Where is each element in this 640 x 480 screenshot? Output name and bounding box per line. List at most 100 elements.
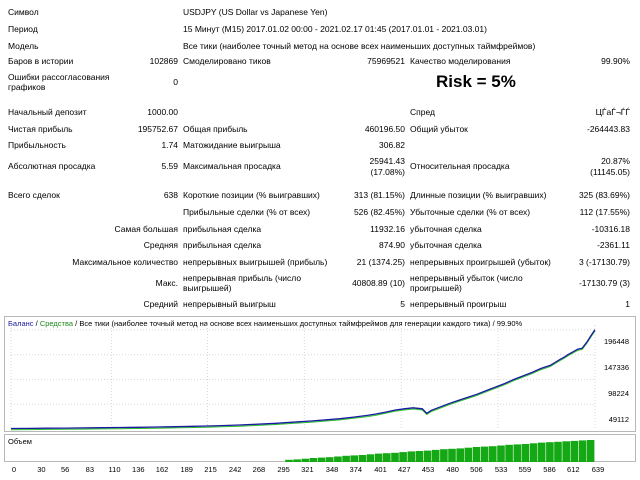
ticks-value: 75969521 bbox=[367, 56, 405, 66]
max-count-losses-value: 3 (-17130.79) bbox=[578, 257, 630, 267]
average-loss-label: убыточная сделка bbox=[410, 240, 482, 250]
x-tick-label: 162 bbox=[155, 465, 169, 474]
volume-bar bbox=[521, 444, 530, 462]
rel-dd-value: 20.87% bbox=[601, 156, 630, 166]
legend-equity: Средства bbox=[39, 319, 74, 328]
volume-bar bbox=[309, 458, 318, 462]
quality-label: Качество моделирования bbox=[410, 56, 511, 66]
average-loss-value: -2361.11 bbox=[597, 240, 630, 250]
volume-bar bbox=[472, 447, 481, 462]
gross-loss-value: -264443.83 bbox=[586, 124, 630, 134]
volume-bar bbox=[399, 452, 407, 462]
abs-dd-label: Абсолютная просадка bbox=[8, 161, 96, 171]
y-tick-label: 196448 bbox=[603, 337, 629, 346]
volume-bar bbox=[578, 440, 587, 462]
errors-label: Ошибки рассогласования графиков bbox=[8, 72, 110, 92]
profit-trades-value: 526 (82.45%) bbox=[353, 207, 405, 217]
period-label: Период bbox=[8, 24, 38, 34]
abs-dd-value: 5.59 bbox=[161, 161, 178, 171]
avg-consec-label: Средний bbox=[143, 299, 178, 309]
model-label: Модель bbox=[8, 41, 39, 51]
volume-bar bbox=[415, 451, 424, 462]
volume-panel: Объем bbox=[4, 434, 636, 462]
profit-factor-label: Прибыльность bbox=[8, 140, 66, 150]
symbol-value: USDJPY (US Dollar vs Japanese Yen) bbox=[183, 7, 328, 17]
x-tick-label: 559 bbox=[518, 465, 532, 474]
max-count-wins-value: 21 (1374.25) bbox=[356, 257, 405, 267]
bars-value: 102869 bbox=[149, 56, 178, 66]
max-dd-percent: (17.08%) bbox=[370, 167, 406, 177]
rel-dd-amount: (11145.05) bbox=[590, 167, 630, 177]
x-tick-label: 612 bbox=[567, 465, 580, 474]
volume-bar bbox=[448, 448, 456, 462]
volume-bar bbox=[480, 446, 489, 462]
volume-bar bbox=[431, 449, 440, 462]
chart-plot bbox=[10, 325, 596, 431]
average-profit-value: 874.90 bbox=[379, 240, 405, 250]
volume-bar bbox=[366, 454, 375, 462]
average-label: Средняя bbox=[143, 240, 178, 250]
volume-bar bbox=[586, 440, 595, 462]
short-pos-value: 313 (81.15%) bbox=[353, 190, 405, 200]
spread-label: Спред bbox=[410, 107, 435, 117]
volume-bar bbox=[513, 444, 522, 462]
largest-loss-label: убыточная сделка bbox=[410, 224, 482, 234]
profit-trades-label: Прибыльные сделки (% от всех) bbox=[183, 207, 311, 217]
max-count-wins-label: непрерывных выигрышей (прибыль) bbox=[183, 257, 328, 267]
ticks-label: Смоделировано тиков bbox=[183, 56, 271, 66]
deposit-label: Начальный депозит bbox=[8, 107, 87, 117]
maximal-label: Макс. bbox=[155, 278, 178, 288]
chart-legend: Баланс / Средства / Все тики (наиболее т… bbox=[8, 319, 522, 328]
long-pos-label: Длинные позиции (% выигравших) bbox=[410, 190, 547, 200]
volume-bar bbox=[334, 456, 342, 462]
volume-bar bbox=[464, 447, 473, 462]
volume-bar bbox=[489, 446, 497, 462]
volume-bar bbox=[293, 459, 301, 462]
risk-note: Risk = 5% bbox=[436, 72, 516, 91]
period-value: 15 Минут (M15) 2017.01.02 00:00 - 2021.0… bbox=[183, 24, 487, 34]
volume-bar bbox=[456, 448, 464, 462]
x-tick-label: 215 bbox=[204, 465, 217, 474]
equity-line bbox=[10, 330, 596, 431]
net-profit-value: 195752.67 bbox=[137, 124, 178, 134]
volume-bar bbox=[546, 442, 554, 462]
profit-factor-value: 1.74 bbox=[161, 140, 178, 150]
volume-plot bbox=[285, 440, 595, 462]
loss-trades-label: Убыточные сделки (% от всех) bbox=[410, 207, 531, 217]
legend-desc: / Все тики (наиболее точный метод на осн… bbox=[75, 319, 523, 328]
y-tick-label: 147336 bbox=[603, 363, 629, 372]
y-tick-label: 49112 bbox=[608, 415, 629, 424]
volume-bar bbox=[407, 451, 416, 462]
errors-value: 0 bbox=[173, 77, 178, 87]
x-tick-label: 506 bbox=[470, 465, 483, 474]
maximal-profit-label: непрерывная прибыль (число выигрышей) bbox=[183, 273, 302, 293]
volume-bar bbox=[317, 457, 326, 462]
volume-label: Объем bbox=[8, 437, 32, 446]
volume-bar bbox=[301, 458, 310, 462]
x-tick-label: 348 bbox=[325, 465, 339, 474]
max-count-losses-label: непрерывных проигрышей (убыток) bbox=[410, 257, 551, 267]
x-tick-label: 56 bbox=[61, 465, 70, 474]
x-tick-label: 189 bbox=[180, 465, 193, 474]
volume-bar bbox=[554, 441, 562, 462]
avg-consec-wins-value: 5 bbox=[400, 299, 405, 309]
legend-sep: / bbox=[35, 319, 38, 328]
avg-consec-losses-value: 1 bbox=[625, 299, 630, 309]
avg-consec-wins-label: непрерывный выигрыш bbox=[183, 299, 276, 309]
volume-bar bbox=[374, 453, 383, 462]
x-tick-label: 0 bbox=[11, 465, 17, 474]
max-dd-label: Максимальная просадка bbox=[183, 161, 281, 171]
largest-profit-label: прибыльная сделка bbox=[183, 224, 262, 234]
volume-bar bbox=[497, 445, 505, 462]
avg-consec-losses-label: непрерывный проигрыш bbox=[410, 299, 507, 309]
expected-payoff-value: 306.82 bbox=[379, 140, 405, 150]
x-tick-label: 533 bbox=[494, 465, 508, 474]
total-trades-value: 638 bbox=[163, 190, 178, 200]
x-tick-label: 639 bbox=[591, 465, 605, 474]
gross-profit-label: Общая прибыль bbox=[183, 124, 248, 134]
volume-bar bbox=[570, 440, 579, 462]
volume-bar bbox=[529, 443, 538, 462]
x-tick-label: 321 bbox=[301, 465, 314, 474]
largest-loss-value: -10316.18 bbox=[591, 224, 630, 234]
volume-bar bbox=[350, 455, 358, 462]
